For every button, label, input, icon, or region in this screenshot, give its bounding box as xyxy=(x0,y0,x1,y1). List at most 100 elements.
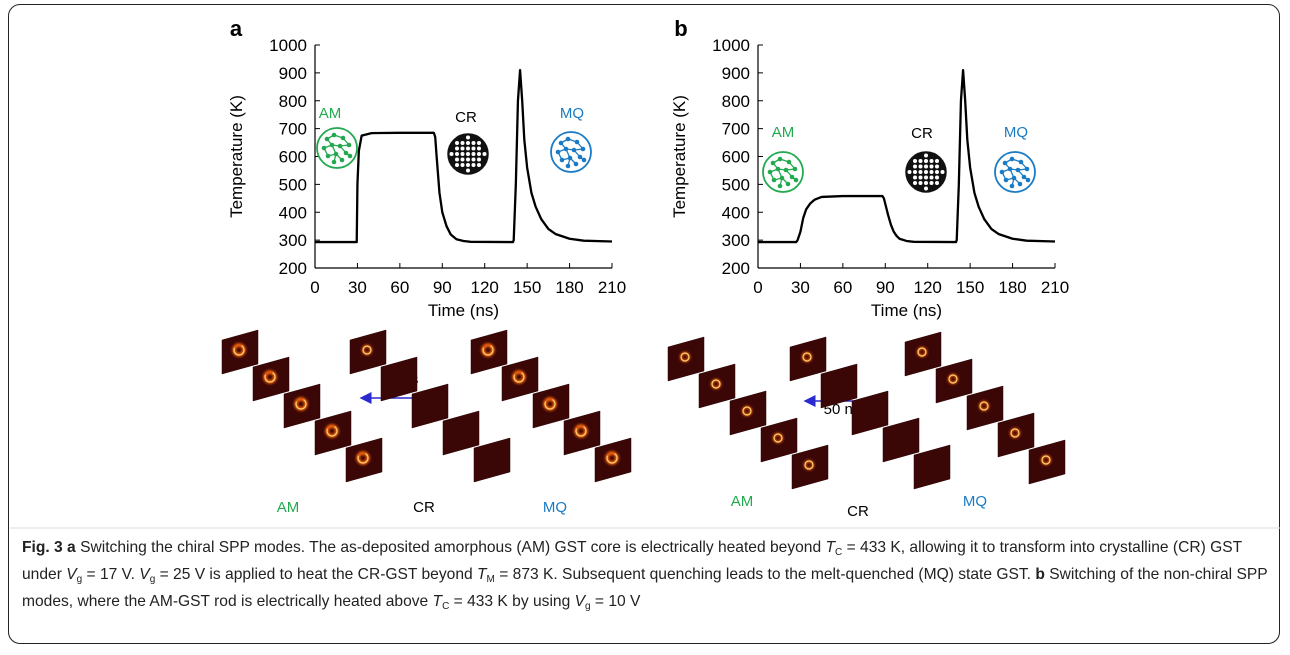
state-label: CR xyxy=(455,109,477,126)
x-tick-label: 180 xyxy=(998,278,1026,297)
icon-atom xyxy=(321,145,327,151)
y-tick-label: 700 xyxy=(722,120,750,139)
icon-atom xyxy=(918,181,923,185)
y-tick-label: 1000 xyxy=(712,36,750,55)
x-tick-label: 60 xyxy=(390,278,409,297)
span-label: 50 ns xyxy=(824,401,861,418)
mode-ring xyxy=(680,352,690,362)
x-tick-label: 120 xyxy=(914,278,942,297)
state-label: MQ xyxy=(1004,124,1028,141)
caption-symbol: T xyxy=(825,539,836,556)
icon-atom xyxy=(455,146,459,151)
icon-atom xyxy=(331,159,337,165)
x-axis-label: Time (ns) xyxy=(871,301,942,320)
y-tick-label: 400 xyxy=(279,203,307,222)
icon-atom xyxy=(913,159,917,163)
mode-image xyxy=(789,336,827,382)
x-tick-label: 150 xyxy=(956,278,984,297)
icon-atom xyxy=(559,157,565,163)
icon-atom xyxy=(913,175,917,180)
panel-label: a xyxy=(230,16,243,41)
icon-atom xyxy=(460,146,465,151)
mode-image xyxy=(349,329,387,375)
mode-ring xyxy=(606,452,618,464)
icon-atom xyxy=(460,152,465,156)
image-label: AM xyxy=(731,493,754,510)
icon-atom xyxy=(460,157,465,162)
mode-ring xyxy=(711,379,721,389)
icon-atom xyxy=(573,161,579,167)
caption: Fig. 3 a Switching the chiral SPP modes.… xyxy=(22,534,1274,615)
caption-text: Switching of the non-chiral SPP modes, w… xyxy=(22,566,1268,610)
mode-image xyxy=(966,385,1004,431)
caption-sub: M xyxy=(486,574,495,585)
icon-atom xyxy=(471,141,476,145)
icon-atom xyxy=(924,159,928,163)
image-label: MQ xyxy=(543,499,567,516)
mode-ring xyxy=(979,401,989,411)
icon-atom xyxy=(924,170,928,174)
caption-sub: g xyxy=(585,601,591,612)
x-tick-label: 0 xyxy=(753,278,762,297)
state-label: MQ xyxy=(560,105,584,122)
icon-atom xyxy=(929,175,934,180)
caption-bold: b xyxy=(1035,566,1045,583)
mode-image xyxy=(698,363,736,409)
figure-frame xyxy=(8,4,1280,644)
state-icon xyxy=(762,151,804,193)
mode-image xyxy=(473,437,511,483)
state-label: AM xyxy=(319,105,342,122)
y-tick-label: 900 xyxy=(279,64,307,83)
state-label: CR xyxy=(911,125,933,142)
icon-atom xyxy=(455,141,459,145)
icon-atom xyxy=(477,141,481,145)
icon-atom xyxy=(783,167,789,173)
icon-atom xyxy=(924,181,928,185)
mode-image xyxy=(442,410,480,456)
icon-atom xyxy=(792,166,798,172)
icon-atom xyxy=(777,183,783,189)
icon-atom xyxy=(555,149,561,155)
caption-text: = 433 K, allowing it to transform into c… xyxy=(22,539,1242,583)
mode-image xyxy=(729,390,767,436)
icon-atom xyxy=(325,153,331,159)
caption-text: = 433 K by using xyxy=(449,593,575,610)
mode-ring xyxy=(326,425,338,437)
mode-image xyxy=(314,410,352,456)
icon-atom xyxy=(935,164,939,169)
mode-ring xyxy=(544,398,556,410)
mode-image xyxy=(820,363,858,409)
state-icon xyxy=(316,127,358,169)
caption-symbol: T xyxy=(432,593,443,610)
y-axis-label: Temperature (K) xyxy=(670,95,689,218)
mode-image xyxy=(667,336,705,382)
state-icon xyxy=(994,151,1036,193)
icon-atom xyxy=(466,146,470,151)
icon-atom xyxy=(1011,175,1017,181)
x-tick-label: 210 xyxy=(598,278,626,297)
image-label: CR xyxy=(413,499,435,516)
state-icon xyxy=(905,151,947,193)
mode-ring xyxy=(513,371,525,383)
icon-atom xyxy=(565,136,571,142)
x-tick-label: 30 xyxy=(791,278,810,297)
y-tick-label: 200 xyxy=(722,259,750,278)
mode-image xyxy=(283,383,321,429)
y-tick-label: 600 xyxy=(722,148,750,167)
mode-ring xyxy=(948,374,958,384)
line-series xyxy=(758,68,1056,244)
mode-image xyxy=(563,410,601,456)
y-tick-label: 700 xyxy=(279,120,307,139)
icon-atom xyxy=(1018,159,1024,165)
mode-image xyxy=(380,356,418,402)
mode-ring xyxy=(362,345,372,355)
mode-image xyxy=(913,444,951,490)
icon-atom xyxy=(337,143,343,149)
x-tick-label: 30 xyxy=(348,278,367,297)
icon-atom xyxy=(929,159,934,163)
caption-text: = 873 K. Subsequent quenching leads to t… xyxy=(494,566,1036,583)
state-label: AM xyxy=(772,124,795,141)
y-axis-label: Temperature (K) xyxy=(227,95,246,218)
icon-atom xyxy=(574,139,580,145)
